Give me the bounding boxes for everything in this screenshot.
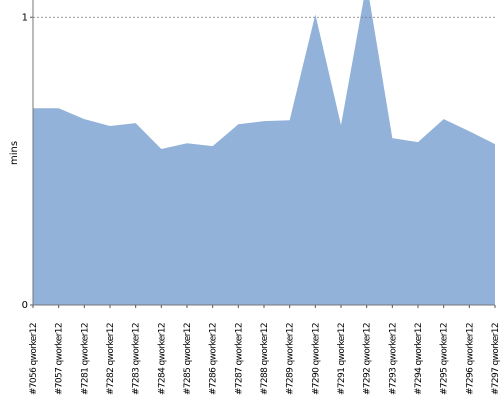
x-tick-label: #7284 qworker12 [157,323,167,395]
y-axis-label: mins [9,141,20,165]
x-tick-label: #7286 qworker12 [209,323,219,395]
x-tick-label: #7291 qworker12 [337,323,347,395]
x-tick-label: #7296 qworker12 [465,323,475,395]
x-tick-label: #7281 qworker12 [80,323,90,395]
x-tick-label: #7056 qworker12 [29,323,39,395]
x-tick-label: #7292 qworker12 [363,323,373,395]
y-tick-label: 1 [22,12,28,23]
x-tick-label: #7293 qworker12 [388,323,398,395]
x-tick-label: #7297 qworker12 [491,323,500,395]
x-tick-label: #7282 qworker12 [106,323,116,395]
x-tick-label: #7283 qworker12 [132,323,142,395]
x-tick-label: #7290 qworker12 [311,323,321,395]
x-tick-label: #7295 qworker12 [440,323,450,395]
area [33,0,495,305]
x-tick-label: #7294 qworker12 [414,323,424,395]
x-tick-label: #7287 qworker12 [234,323,244,395]
x-tick-label: #7057 qworker12 [55,323,65,395]
x-tick-label: #7289 qworker12 [286,323,296,395]
x-tick-label: #7285 qworker12 [183,323,193,395]
y-tick-label: 0 [22,300,28,311]
x-tick-label: #7288 qworker12 [260,323,270,395]
